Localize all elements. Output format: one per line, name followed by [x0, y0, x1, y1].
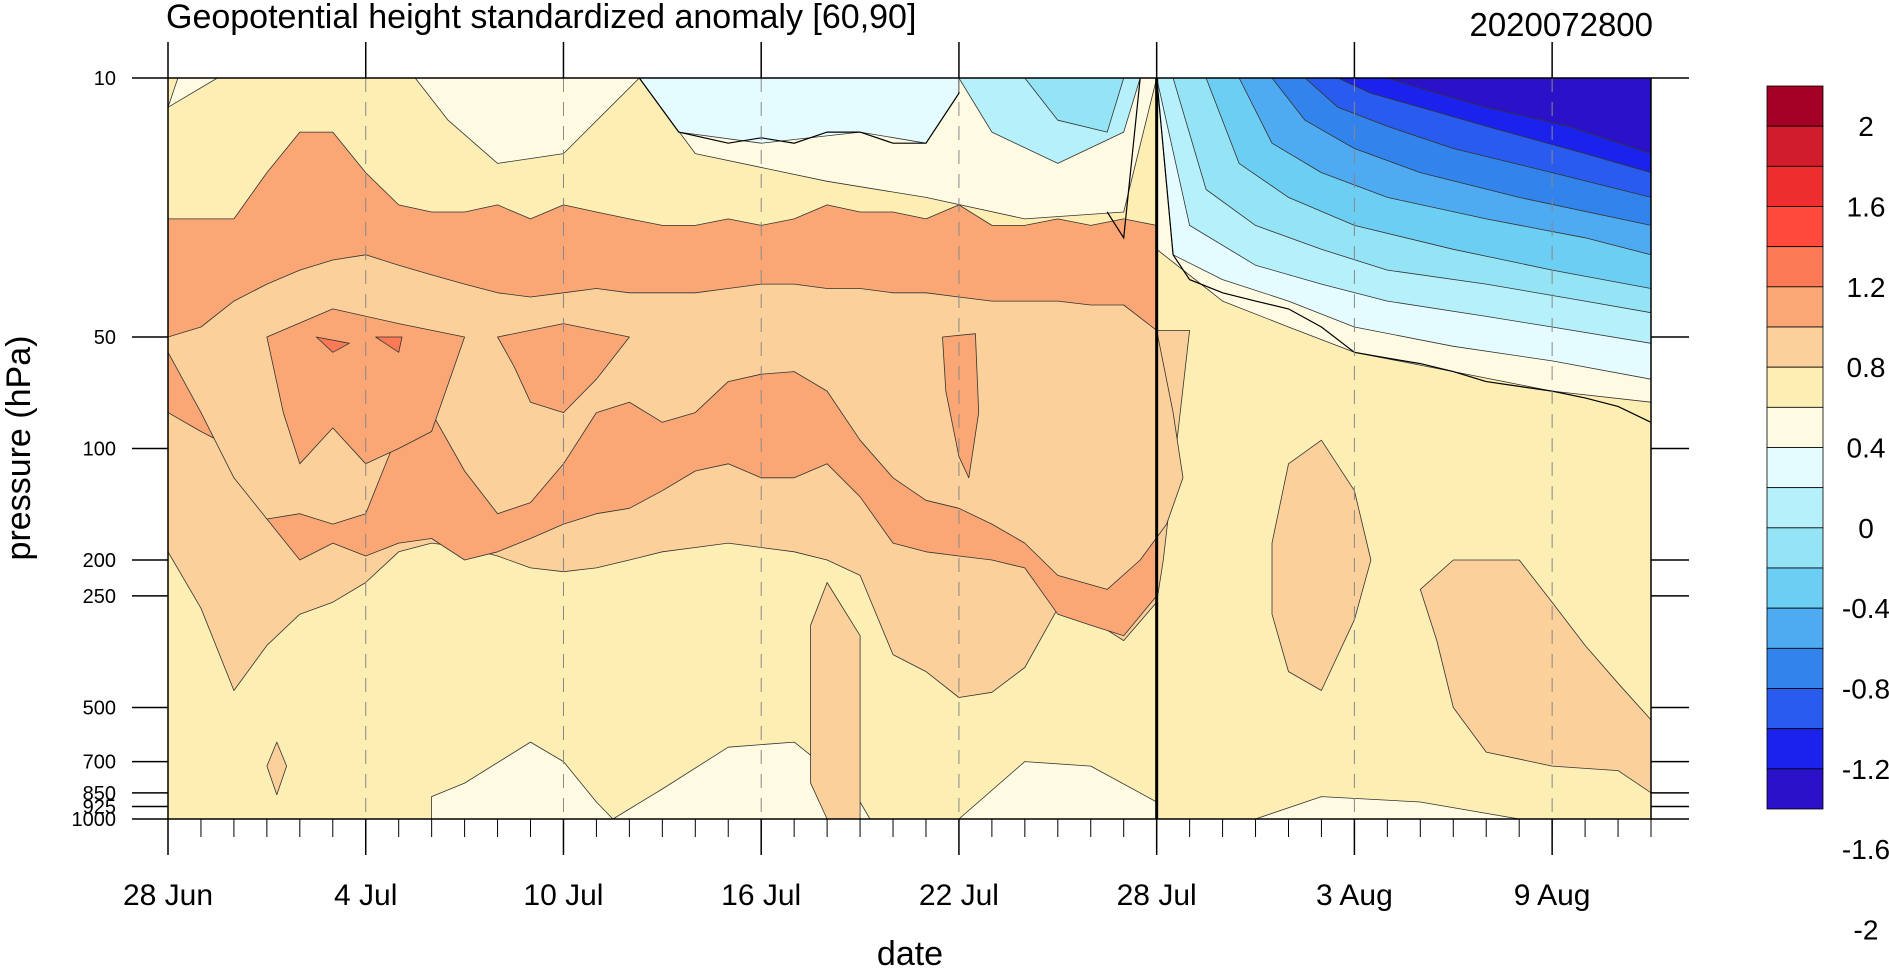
colorbar-label: -0.4 [1842, 593, 1889, 624]
contour-zone [958, 761, 1158, 819]
contour-zone [266, 741, 288, 796]
colorbar-swatch [1766, 768, 1824, 810]
y-tick-label: 500 [83, 697, 116, 719]
y-tick-label: 250 [83, 586, 116, 608]
y-tick-label: 200 [83, 550, 116, 572]
colorbar-swatch [1766, 447, 1824, 489]
date-gridlines [365, 78, 1553, 819]
x-tick-label: 22 Jul [919, 879, 999, 912]
colorbar-swatch [1766, 366, 1824, 408]
contour-fill-layer [168, 78, 1651, 819]
contour-zone [266, 308, 466, 465]
contour-zone [315, 336, 350, 353]
colorbar-swatch [1766, 246, 1824, 288]
colorbar-swatch [1766, 165, 1824, 207]
x-tick-label: 9 Aug [1514, 879, 1591, 912]
colorbar-swatch [1766, 125, 1824, 167]
colorbar-swatch [1766, 567, 1824, 609]
colorbar-label: -1.2 [1842, 754, 1889, 785]
x-axis-label: date [877, 935, 943, 969]
colorbar-swatch [1766, 527, 1824, 569]
colorbar-label: -2 [1854, 915, 1879, 946]
contour-zone [414, 78, 640, 164]
y-tick-label: 50 [94, 327, 116, 349]
colorbar-swatch [1766, 688, 1824, 730]
x-tick-label: 16 Jul [721, 879, 801, 912]
x-tick-label: 28 Jul [1117, 879, 1197, 912]
colorbar-label: -1.6 [1842, 834, 1889, 865]
contour-zone [1271, 439, 1372, 691]
contour-zone [375, 336, 403, 353]
y-tick-label: 700 [83, 752, 116, 774]
colorbar-label: 0.8 [1847, 352, 1886, 383]
colorbar-label: 2 [1858, 111, 1874, 142]
contour-zone [431, 741, 614, 819]
y-tick-label: 10 [94, 68, 116, 90]
colorbar-label: 0.4 [1847, 433, 1886, 464]
x-tick-label: 3 Aug [1316, 879, 1393, 912]
zero-contour-line [638, 78, 960, 144]
x-axis: 28 Jun 4 Jul 10 Jul 16 Jul 22 Jul 28 Jul 3 Aug… [123, 42, 1652, 912]
x-tick-label: 28 Jun [123, 879, 213, 912]
contour-zone [810, 582, 861, 819]
colorbar-label: 1.2 [1847, 272, 1886, 303]
contour-zone [1387, 78, 1651, 155]
y-tick-label: 850 [83, 783, 116, 805]
contour-zone [1419, 559, 1651, 794]
colorbar-swatch [1766, 487, 1824, 529]
colorbar-swatch [1766, 406, 1824, 448]
colorbar-swatch [1766, 286, 1824, 328]
contour-line-layer [638, 78, 1651, 423]
colorbar-label: -0.8 [1842, 674, 1889, 705]
colorbar-label: 1.6 [1847, 192, 1886, 223]
colorbar-swatch [1766, 607, 1824, 649]
contour-zone [168, 78, 218, 108]
zero-contour-line [1106, 78, 1141, 240]
colorbar-swatch [1766, 206, 1824, 248]
contour-zone [1024, 78, 1125, 133]
x-tick-label: 10 Jul [523, 879, 603, 912]
x-tick-label: 4 Jul [334, 879, 397, 912]
contour-zone [942, 333, 980, 479]
colorbar-label: 0 [1858, 513, 1874, 544]
y-tick-label: 100 [83, 439, 116, 461]
y-tick-label: 925 [83, 796, 116, 818]
colorbar-swatch [1766, 85, 1824, 127]
date-label: 2020072800 [1469, 6, 1653, 43]
colorbar: 2 1.6 1.2 0.8 0.4 0 -0.4 -0.8 -1.2 -1.6 -2 [1766, 85, 1889, 946]
y-tick-label: 1000 [72, 809, 117, 831]
zero-contour-line [1156, 78, 1651, 423]
colorbar-swatch [1766, 647, 1824, 689]
y-axis-label: pressure (hPa) [0, 336, 38, 561]
colorbar-swatch [1766, 326, 1824, 368]
colorbar-swatch [1766, 728, 1824, 770]
chart-title: Geopotential height standardized anomaly… [166, 0, 916, 36]
